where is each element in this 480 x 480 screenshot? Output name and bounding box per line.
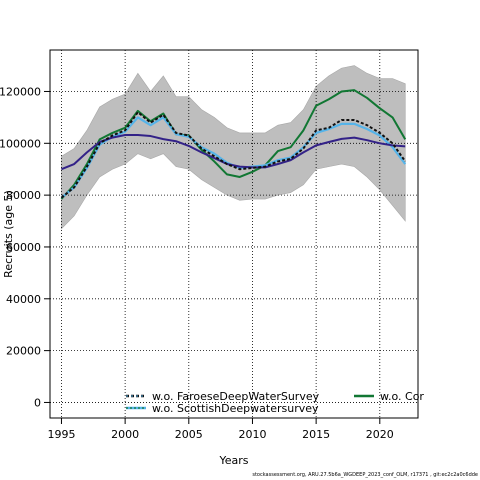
- series-line-1: [60, 111, 407, 199]
- x-tick-label: 2010: [238, 428, 266, 441]
- legend-label: w.o. FaroeseDeepWaterSurvey: [152, 390, 320, 403]
- y-tick-label: 40000: [6, 293, 41, 306]
- y-axis: 0 20000 40000 60000 80000 100000 120000: [0, 85, 50, 409]
- series-lines-layer: [60, 89, 407, 200]
- y-tick-label: 100000: [0, 137, 41, 150]
- x-tick-label: 2020: [366, 428, 394, 441]
- legend-label: w.o. ScottishDeepwatersurvey: [152, 402, 319, 415]
- confidence-band-layer: [61, 65, 406, 230]
- x-tick-label: 2005: [175, 428, 203, 441]
- y-tick-label: 120000: [0, 85, 41, 98]
- legend-label: w.o. Cor: [380, 390, 424, 403]
- footer-source-text: stockassessment.org, ARU.27.5b6a_WGDEEP_…: [252, 472, 478, 478]
- y-tick-label: 0: [34, 396, 41, 409]
- x-tick-label: 2000: [111, 428, 139, 441]
- y-axis-title: Recruits (age 5): [2, 190, 15, 278]
- y-tick-label: 60000: [6, 241, 41, 254]
- y-tick-label: 20000: [6, 345, 41, 358]
- series-line-0: [61, 134, 406, 171]
- x-axis-title: Years: [218, 454, 248, 467]
- y-tick-label: 80000: [6, 189, 41, 202]
- confidence-band: [61, 65, 406, 230]
- x-axis: 1995 2000 2005 2010 2015 2020: [47, 417, 394, 441]
- x-tick-label: 2015: [302, 428, 330, 441]
- series-line-3: [60, 89, 407, 200]
- x-tick-label: 1995: [47, 428, 75, 441]
- grid-layer: [50, 50, 418, 418]
